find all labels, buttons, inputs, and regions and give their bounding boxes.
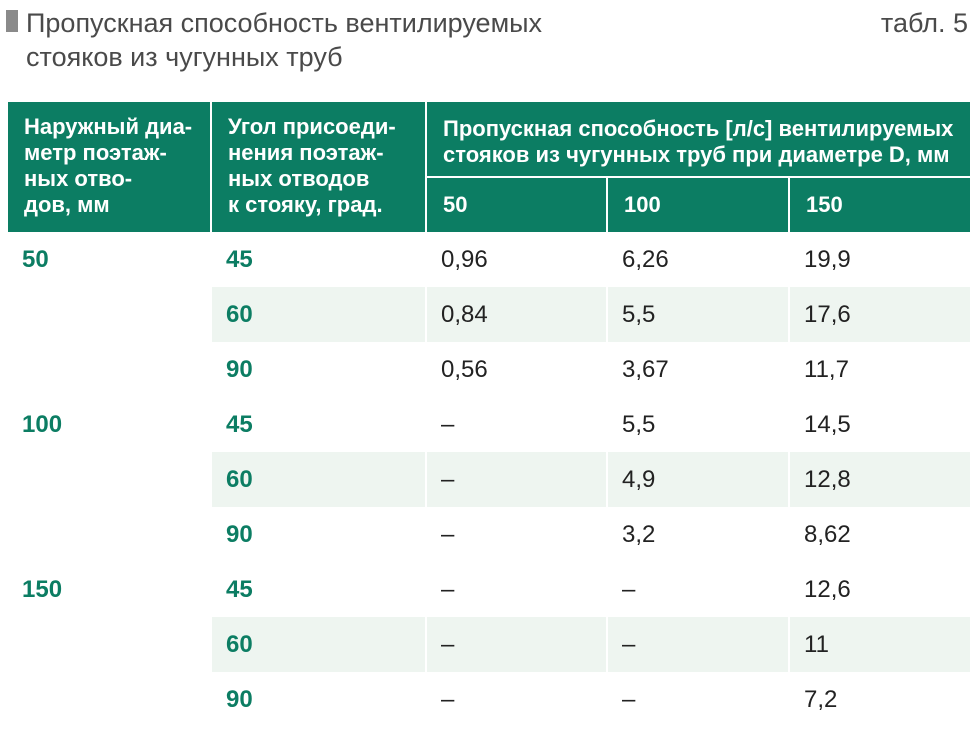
- value-cell-d50: –: [426, 562, 608, 617]
- value-cell-d50: –: [426, 397, 608, 452]
- value-cell-d50: –: [426, 507, 608, 562]
- header-angle-line: ных отводов: [228, 166, 370, 191]
- value-cell-d100: 5,5: [607, 397, 790, 452]
- value-cell-d100: –: [607, 672, 790, 727]
- header-angle-line: нения поэтаж-: [228, 140, 384, 165]
- value-cell-d150: 11: [789, 617, 970, 672]
- value-cell-d150: 12,8: [789, 452, 970, 507]
- table-row: 60 – – 11: [8, 617, 970, 672]
- header-d-50: 50: [426, 176, 608, 232]
- value-cell-d50: 0,84: [426, 287, 608, 342]
- title-marker: [6, 10, 18, 32]
- diameter-cell: 50: [8, 232, 212, 397]
- table-row: 90 0,56 3,67 11,7: [8, 342, 970, 397]
- header-capacity-line: Пропускная способность [л/с] вентилируем…: [443, 116, 954, 141]
- header-outer-diameter-line: дов, мм: [24, 192, 110, 217]
- table-title-line-1: Пропускная способность вентилируемых: [26, 8, 543, 38]
- table-body: 50 45 0,96 6,26 19,9 60 0,84 5,5 17,6 90…: [8, 232, 970, 727]
- value-cell-d150: 17,6: [789, 287, 970, 342]
- table-row: 90 – – 7,2: [8, 672, 970, 727]
- table-title-line-2: стояков из чугунных труб: [26, 42, 343, 72]
- value-cell-d100: 3,67: [607, 342, 790, 397]
- header-angle-line: Угол присоеди-: [228, 114, 396, 139]
- value-cell-d50: –: [426, 672, 608, 727]
- angle-cell: 90: [211, 672, 427, 727]
- angle-cell: 90: [211, 342, 427, 397]
- value-cell-d150: 14,5: [789, 397, 970, 452]
- table-number: табл. 5: [880, 8, 968, 38]
- header-outer-diameter-line: Наружный диа-: [24, 114, 193, 139]
- capacity-table: Наружный диа- метр поэтаж- ных отво- дов…: [8, 102, 970, 727]
- value-cell-d100: 4,9: [607, 452, 790, 507]
- diameter-cell: 100: [8, 397, 212, 562]
- table-title: Пропускная способность вентилируемых сто…: [26, 6, 542, 74]
- angle-cell: 45: [211, 562, 427, 617]
- angle-cell: 45: [211, 397, 427, 452]
- table-row: 100 45 – 5,5 14,5: [8, 397, 970, 562]
- value-cell-d100: 6,26: [607, 232, 790, 287]
- value-cell-d100: –: [607, 562, 790, 617]
- header-capacity-line: стояков из чугунных труб при диаметре D,…: [443, 142, 950, 167]
- value-cell-d150: 7,2: [789, 672, 970, 727]
- value-cell-d100: 3,2: [607, 507, 790, 562]
- value-cell-d150: 19,9: [789, 232, 970, 287]
- value-cell-d50: –: [426, 452, 608, 507]
- diameter-cell: 150: [8, 562, 212, 727]
- table-row: 50 45 0,96 6,26 19,9: [8, 232, 970, 397]
- header-d-100: 100: [607, 176, 790, 232]
- value-cell-d150: 11,7: [789, 342, 970, 397]
- value-cell-d150: 8,62: [789, 507, 970, 562]
- table-header: Наружный диа- метр поэтаж- ных отво- дов…: [8, 102, 970, 232]
- table-row: 150 45 – – 12,6: [8, 562, 970, 727]
- value-cell-d50: –: [426, 617, 608, 672]
- header-d-150: 150: [789, 176, 970, 232]
- angle-cell: 60: [211, 452, 427, 507]
- table-row: 60 – 4,9 12,8: [8, 452, 970, 507]
- table-row: 60 0,84 5,5 17,6: [8, 287, 970, 342]
- value-cell-d50: 0,96: [426, 232, 608, 287]
- angle-cell: 60: [211, 287, 427, 342]
- header-angle-line: к стояку, град.: [228, 192, 383, 217]
- angle-cell: 45: [211, 232, 427, 287]
- table-row: 90 – 3,2 8,62: [8, 507, 970, 562]
- header-outer-diameter-line: метр поэтаж-: [24, 140, 167, 165]
- capacity-table-wrapper: Наружный диа- метр поэтаж- ных отво- дов…: [8, 102, 970, 727]
- value-cell-d50: 0,56: [426, 342, 608, 397]
- angle-cell: 90: [211, 507, 427, 562]
- value-cell-d150: 12,6: [789, 562, 970, 617]
- header-outer-diameter: Наружный диа- метр поэтаж- ных отво- дов…: [8, 102, 212, 232]
- header-capacity: Пропускная способность [л/с] вентилируем…: [426, 102, 970, 177]
- value-cell-d100: –: [607, 617, 790, 672]
- value-cell-d100: 5,5: [607, 287, 790, 342]
- angle-cell: 60: [211, 617, 427, 672]
- header-angle: Угол присоеди- нения поэтаж- ных отводов…: [211, 102, 427, 232]
- header-outer-diameter-line: ных отво-: [24, 166, 133, 191]
